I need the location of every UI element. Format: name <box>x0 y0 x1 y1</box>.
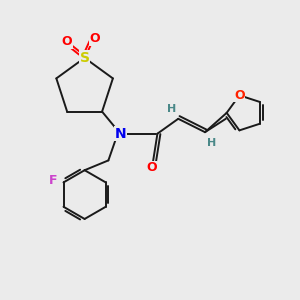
Text: O: O <box>90 32 100 45</box>
Text: O: O <box>146 161 157 174</box>
Text: N: N <box>115 127 126 141</box>
Text: F: F <box>49 174 57 188</box>
Text: H: H <box>207 139 216 148</box>
Text: O: O <box>234 89 245 102</box>
Text: H: H <box>167 104 176 114</box>
Text: S: S <box>80 51 90 65</box>
Text: O: O <box>61 35 72 48</box>
